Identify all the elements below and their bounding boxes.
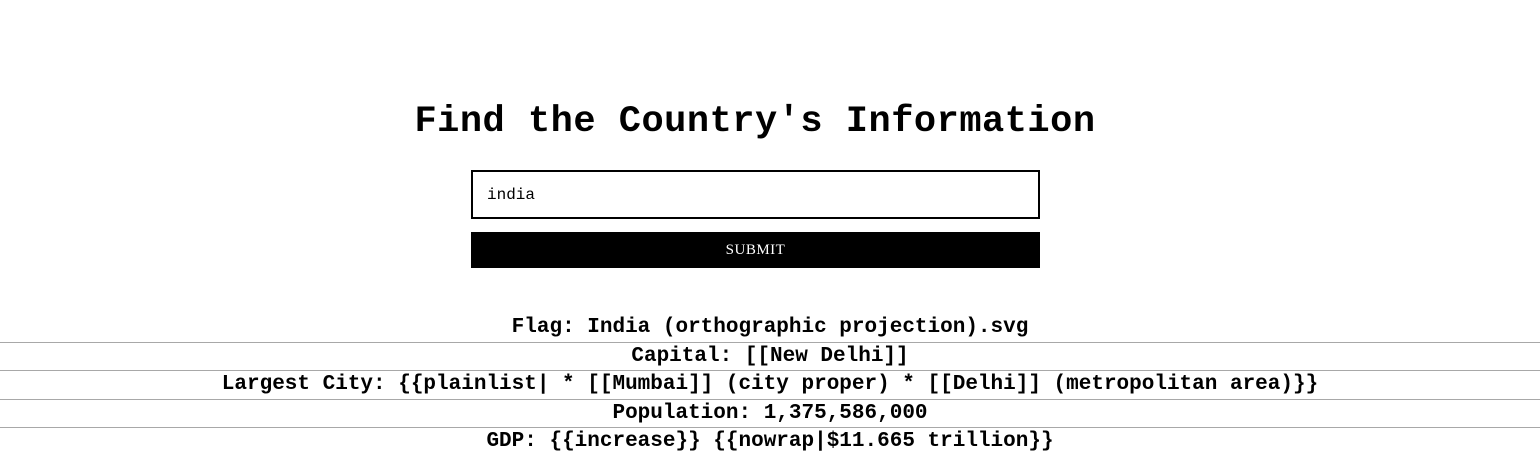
capital-info: Capital: [[New Delhi]] [0, 343, 1540, 371]
country-search-input[interactable] [471, 170, 1040, 219]
flag-info: Flag: India (orthographic projection).sv… [0, 314, 1540, 343]
population-info: Population: 1,375,586,000 [0, 400, 1540, 428]
country-search-form: SUBMIT [471, 170, 1040, 268]
page-title: Find the Country's Information [414, 101, 1096, 143]
submit-button[interactable]: SUBMIT [471, 232, 1040, 268]
gdp-info: GDP: {{increase}} {{nowrap|$11.665 trill… [486, 430, 1054, 453]
largest-city-info: Largest City: {{plainlist| * [[Mumbai]] … [0, 371, 1540, 400]
country-info-list: Flag: India (orthographic projection).sv… [0, 314, 1540, 457]
